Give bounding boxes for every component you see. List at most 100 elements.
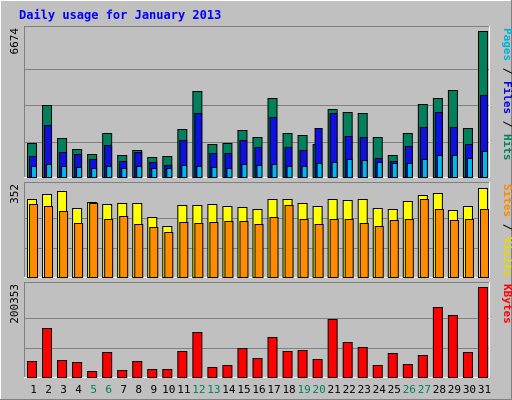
bar-pages-day-8 bbox=[136, 166, 143, 178]
legend-entry: Pages bbox=[501, 28, 512, 61]
chart-title: Daily usage for January 2013 bbox=[19, 8, 221, 22]
bar-sites-day-19 bbox=[299, 219, 309, 278]
bar-kbytes-day-10 bbox=[162, 369, 173, 378]
bar-sites-day-25 bbox=[389, 220, 399, 278]
bar-pages-day-1 bbox=[31, 166, 37, 178]
bar-pages-day-28 bbox=[436, 155, 443, 178]
legend-entry: Visits bbox=[501, 237, 512, 277]
x-tick-label: 5 bbox=[90, 383, 97, 396]
bar-sites-day-11 bbox=[179, 222, 189, 278]
bar-pages-day-30 bbox=[466, 158, 473, 178]
bar-sites-day-28 bbox=[434, 209, 444, 278]
bar-kbytes-day-16 bbox=[252, 358, 263, 378]
bar-kbytes-day-8 bbox=[132, 361, 143, 378]
bar-kbytes-day-20 bbox=[312, 359, 323, 378]
bar-sites-day-26 bbox=[404, 219, 414, 278]
bar-pages-day-9 bbox=[151, 168, 158, 178]
bar-sites-day-4 bbox=[74, 223, 84, 278]
x-tick-label: 16 bbox=[252, 383, 265, 396]
bar-sites-day-6 bbox=[104, 219, 114, 278]
x-tick-label: 19 bbox=[297, 383, 310, 396]
bar-kbytes-day-27 bbox=[417, 355, 428, 378]
bar-kbytes-day-11 bbox=[177, 351, 188, 378]
bar-kbytes-day-13 bbox=[207, 367, 218, 378]
bar-kbytes-day-7 bbox=[117, 370, 128, 378]
y-max-label: 6674 bbox=[8, 28, 21, 55]
bar-pages-day-15 bbox=[241, 164, 248, 178]
bar-sites-day-15 bbox=[239, 221, 249, 278]
bar-kbytes-day-21 bbox=[327, 319, 338, 378]
x-tick-label: 23 bbox=[358, 383, 371, 396]
bar-sites-day-17 bbox=[269, 217, 279, 278]
x-tick-label: 6 bbox=[105, 383, 112, 396]
bars-kbytes bbox=[27, 287, 488, 378]
bar-kbytes-day-6 bbox=[102, 352, 113, 378]
x-tick-label: 20 bbox=[313, 383, 326, 396]
bar-sites-day-10 bbox=[164, 232, 174, 278]
x-tick-label: 30 bbox=[463, 383, 476, 396]
panel-legend: Sites / Visits bbox=[501, 184, 512, 277]
bar-pages-day-10 bbox=[166, 168, 173, 178]
x-tick-label: 26 bbox=[403, 383, 416, 396]
bar-sites-day-3 bbox=[59, 211, 69, 278]
bar-kbytes-day-29 bbox=[447, 315, 458, 378]
bar-pages-day-27 bbox=[421, 159, 428, 178]
bar-kbytes-day-9 bbox=[147, 369, 158, 378]
bar-kbytes-day-5 bbox=[87, 371, 98, 378]
bar-sites-day-8 bbox=[134, 224, 144, 278]
bar-sites-day-1 bbox=[29, 204, 38, 278]
legend-entry: Files bbox=[501, 81, 512, 114]
bar-kbytes-day-30 bbox=[462, 352, 473, 378]
bar-kbytes-day-24 bbox=[372, 365, 383, 378]
bar-sites-day-29 bbox=[449, 220, 459, 278]
bar-pages-day-16 bbox=[256, 165, 263, 178]
x-tick-label: 3 bbox=[60, 383, 67, 396]
legend-entry: Sites bbox=[501, 184, 512, 217]
legend-separator: / bbox=[501, 61, 512, 81]
bar-kbytes-day-12 bbox=[192, 332, 203, 378]
bar-pages-day-18 bbox=[286, 166, 293, 178]
bar-sites-day-21 bbox=[329, 219, 339, 278]
bar-sites-day-22 bbox=[344, 219, 354, 278]
bar-kbytes-day-25 bbox=[387, 353, 398, 378]
x-tick-label: 14 bbox=[222, 383, 236, 396]
bar-pages-day-31 bbox=[481, 151, 488, 178]
bar-sites-day-20 bbox=[314, 224, 324, 278]
x-tick-label: 25 bbox=[388, 383, 401, 396]
panel-legend: KBytes bbox=[501, 284, 512, 324]
x-tick-label: 7 bbox=[120, 383, 127, 396]
bar-pages-day-22 bbox=[346, 159, 353, 178]
bar-sites-day-9 bbox=[149, 227, 159, 278]
bar-kbytes-day-31 bbox=[477, 287, 488, 378]
bar-pages-day-2 bbox=[46, 164, 53, 178]
x-tick-label: 10 bbox=[162, 383, 175, 396]
bar-sites-day-7 bbox=[119, 216, 129, 278]
bar-sites-day-2 bbox=[44, 206, 54, 278]
x-tick-label: 8 bbox=[135, 383, 142, 396]
bar-pages-day-3 bbox=[61, 166, 68, 178]
x-tick-label: 9 bbox=[150, 383, 157, 396]
bar-pages-day-21 bbox=[331, 162, 338, 178]
bar-pages-day-17 bbox=[271, 164, 278, 178]
legend-entry: Hits bbox=[501, 134, 512, 161]
legend-separator: / bbox=[501, 114, 512, 134]
bar-pages-day-4 bbox=[76, 167, 83, 178]
bars-visits bbox=[27, 188, 489, 278]
legend-entry: KBytes bbox=[501, 284, 512, 324]
panel-legend: Pages / Files / Hits bbox=[501, 28, 512, 161]
bar-sites-day-23 bbox=[359, 223, 369, 278]
bar-sites-day-27 bbox=[419, 199, 429, 278]
x-tick-label: 27 bbox=[418, 383, 431, 396]
x-tick-label: 2 bbox=[45, 383, 52, 396]
bar-sites-day-16 bbox=[254, 224, 264, 278]
x-tick-label: 12 bbox=[192, 383, 205, 396]
bar-sites-day-13 bbox=[209, 222, 219, 278]
x-tick-label: 24 bbox=[373, 383, 387, 396]
bar-pages-day-23 bbox=[361, 160, 368, 178]
bar-sites-day-5 bbox=[89, 203, 99, 278]
bar-pages-day-20 bbox=[316, 163, 323, 178]
bar-kbytes-day-4 bbox=[72, 362, 83, 378]
bar-kbytes-day-1 bbox=[27, 361, 37, 378]
bar-pages-day-11 bbox=[181, 165, 188, 178]
